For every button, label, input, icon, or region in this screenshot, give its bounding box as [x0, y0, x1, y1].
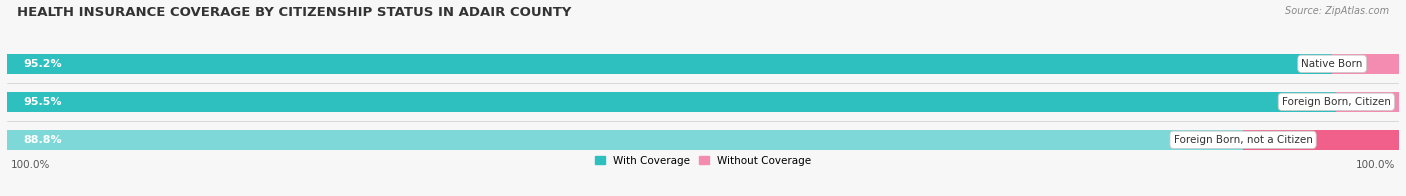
Text: 95.2%: 95.2% [24, 59, 62, 69]
Text: 88.8%: 88.8% [24, 135, 62, 145]
Text: Source: ZipAtlas.com: Source: ZipAtlas.com [1285, 6, 1389, 16]
Bar [7, 54, 1331, 74]
Text: 100.0%: 100.0% [1355, 160, 1395, 170]
Bar [7, 54, 1399, 74]
Bar [7, 92, 1399, 112]
Bar [1336, 92, 1399, 112]
Text: Foreign Born, Citizen: Foreign Born, Citizen [1282, 97, 1391, 107]
Bar [7, 92, 1336, 112]
Text: 100.0%: 100.0% [11, 160, 51, 170]
Legend: With Coverage, Without Coverage: With Coverage, Without Coverage [595, 156, 811, 166]
Text: HEALTH INSURANCE COVERAGE BY CITIZENSHIP STATUS IN ADAIR COUNTY: HEALTH INSURANCE COVERAGE BY CITIZENSHIP… [17, 6, 571, 19]
Bar [1331, 54, 1399, 74]
Text: Foreign Born, not a Citizen: Foreign Born, not a Citizen [1174, 135, 1313, 145]
Bar [1243, 130, 1399, 150]
Bar [7, 130, 1399, 150]
Text: Native Born: Native Born [1302, 59, 1362, 69]
Text: 95.5%: 95.5% [24, 97, 62, 107]
Bar [7, 130, 1243, 150]
